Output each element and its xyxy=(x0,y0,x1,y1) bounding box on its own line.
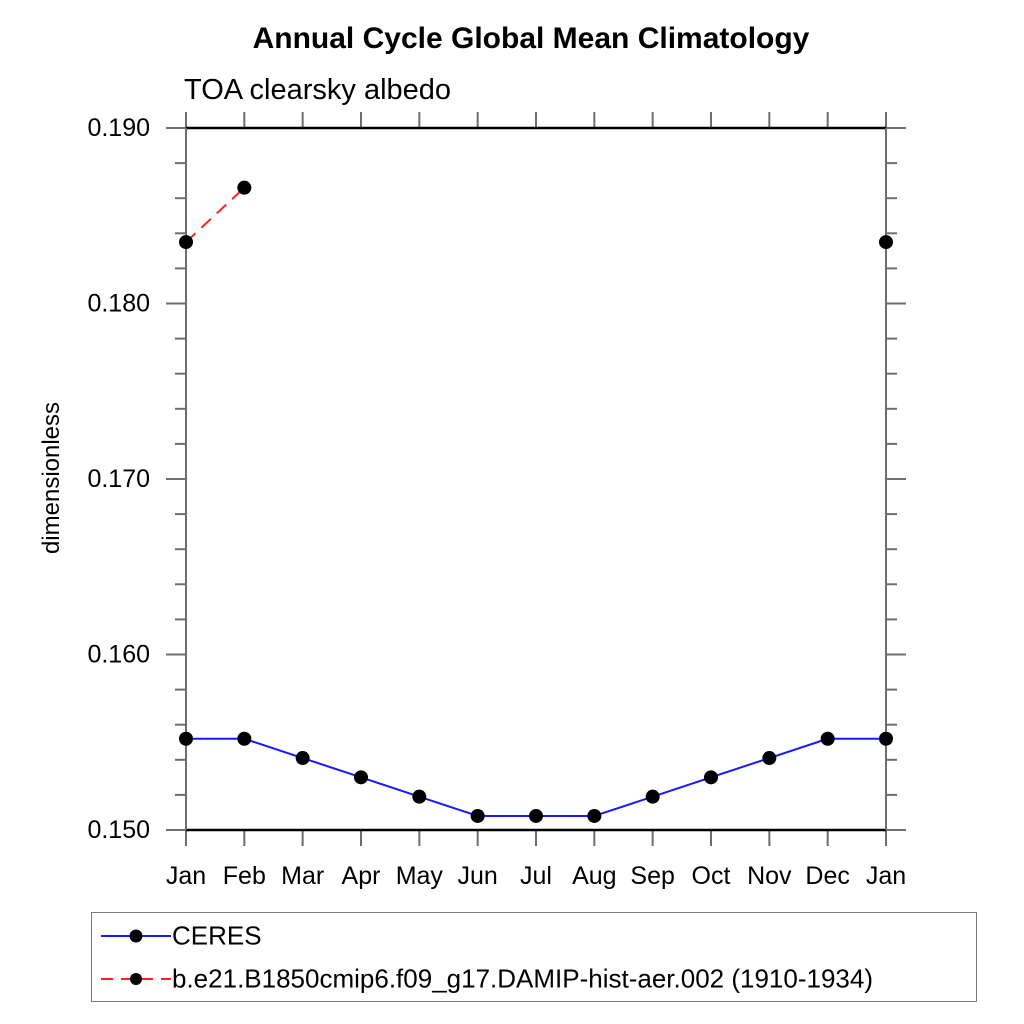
data-point-0 xyxy=(412,789,427,804)
legend-entry-model: b.e21.B1850cmip6.f09_g17.DAMIP-hist-aer.… xyxy=(92,964,976,994)
series-line-0 xyxy=(419,795,478,817)
x-tick-label: Jul xyxy=(520,862,552,890)
series-line-0 xyxy=(244,737,303,759)
data-point-0 xyxy=(470,808,485,823)
legend-label-ceres: CERES xyxy=(172,920,262,951)
data-point-0 xyxy=(354,770,368,785)
data-point-0 xyxy=(879,731,893,746)
y-tick-label: 0.150 xyxy=(87,816,150,844)
legend-marker-icon xyxy=(130,973,142,985)
data-point-0 xyxy=(237,731,252,746)
data-point-0 xyxy=(529,808,543,823)
x-tick-label: Jun xyxy=(458,862,498,890)
y-tick-label: 0.180 xyxy=(87,290,150,318)
data-point-1 xyxy=(237,180,252,195)
data-point-0 xyxy=(762,751,777,766)
y-tick-label: 0.160 xyxy=(87,641,150,669)
chart-subtitle: TOA clearsky albedo xyxy=(184,74,452,106)
x-tick-label: Aug xyxy=(572,862,616,890)
series-line-0 xyxy=(710,757,770,779)
series-line-0 xyxy=(594,795,653,817)
legend-line-sample-dashed xyxy=(101,973,171,985)
data-point-0 xyxy=(295,751,310,766)
series-line-0 xyxy=(360,776,420,798)
x-tick-label: Mar xyxy=(281,862,324,890)
data-point-0 xyxy=(587,808,602,823)
legend-label-model: b.e21.B1850cmip6.f09_g17.DAMIP-hist-aer.… xyxy=(172,963,873,994)
legend-entry-ceres: CERES xyxy=(92,921,976,951)
series-line-0 xyxy=(302,757,362,779)
x-tick-label: Apr xyxy=(342,862,381,890)
series-line-0 xyxy=(652,776,712,798)
chart-title: Annual Cycle Global Mean Climatology xyxy=(252,22,810,55)
data-point-0 xyxy=(820,731,835,746)
legend-box: CERES b.e21.B1850cmip6.f09_g17.DAMIP-his… xyxy=(91,912,977,1002)
series-line-0 xyxy=(769,737,828,759)
y-tick-label: 0.170 xyxy=(87,465,150,493)
x-tick-label: Feb xyxy=(223,862,266,890)
data-point-1 xyxy=(179,235,193,250)
data-point-0 xyxy=(179,731,193,746)
data-point-0 xyxy=(704,770,718,785)
x-tick-label: Sep xyxy=(630,862,674,890)
legend-marker-icon xyxy=(129,929,143,943)
y-tick-label: 0.190 xyxy=(87,114,150,142)
legend-line-sample-solid xyxy=(101,929,171,943)
x-tick-label: Dec xyxy=(805,862,849,890)
x-tick-label: Jan xyxy=(166,862,206,890)
x-tick-label: Oct xyxy=(692,862,731,890)
x-tick-label: May xyxy=(396,862,444,890)
x-tick-label: Nov xyxy=(747,862,792,890)
data-point-0 xyxy=(645,789,660,804)
x-tick-label: Jan xyxy=(866,862,906,890)
series-line-1 xyxy=(185,186,246,243)
data-point-1 xyxy=(879,235,893,250)
